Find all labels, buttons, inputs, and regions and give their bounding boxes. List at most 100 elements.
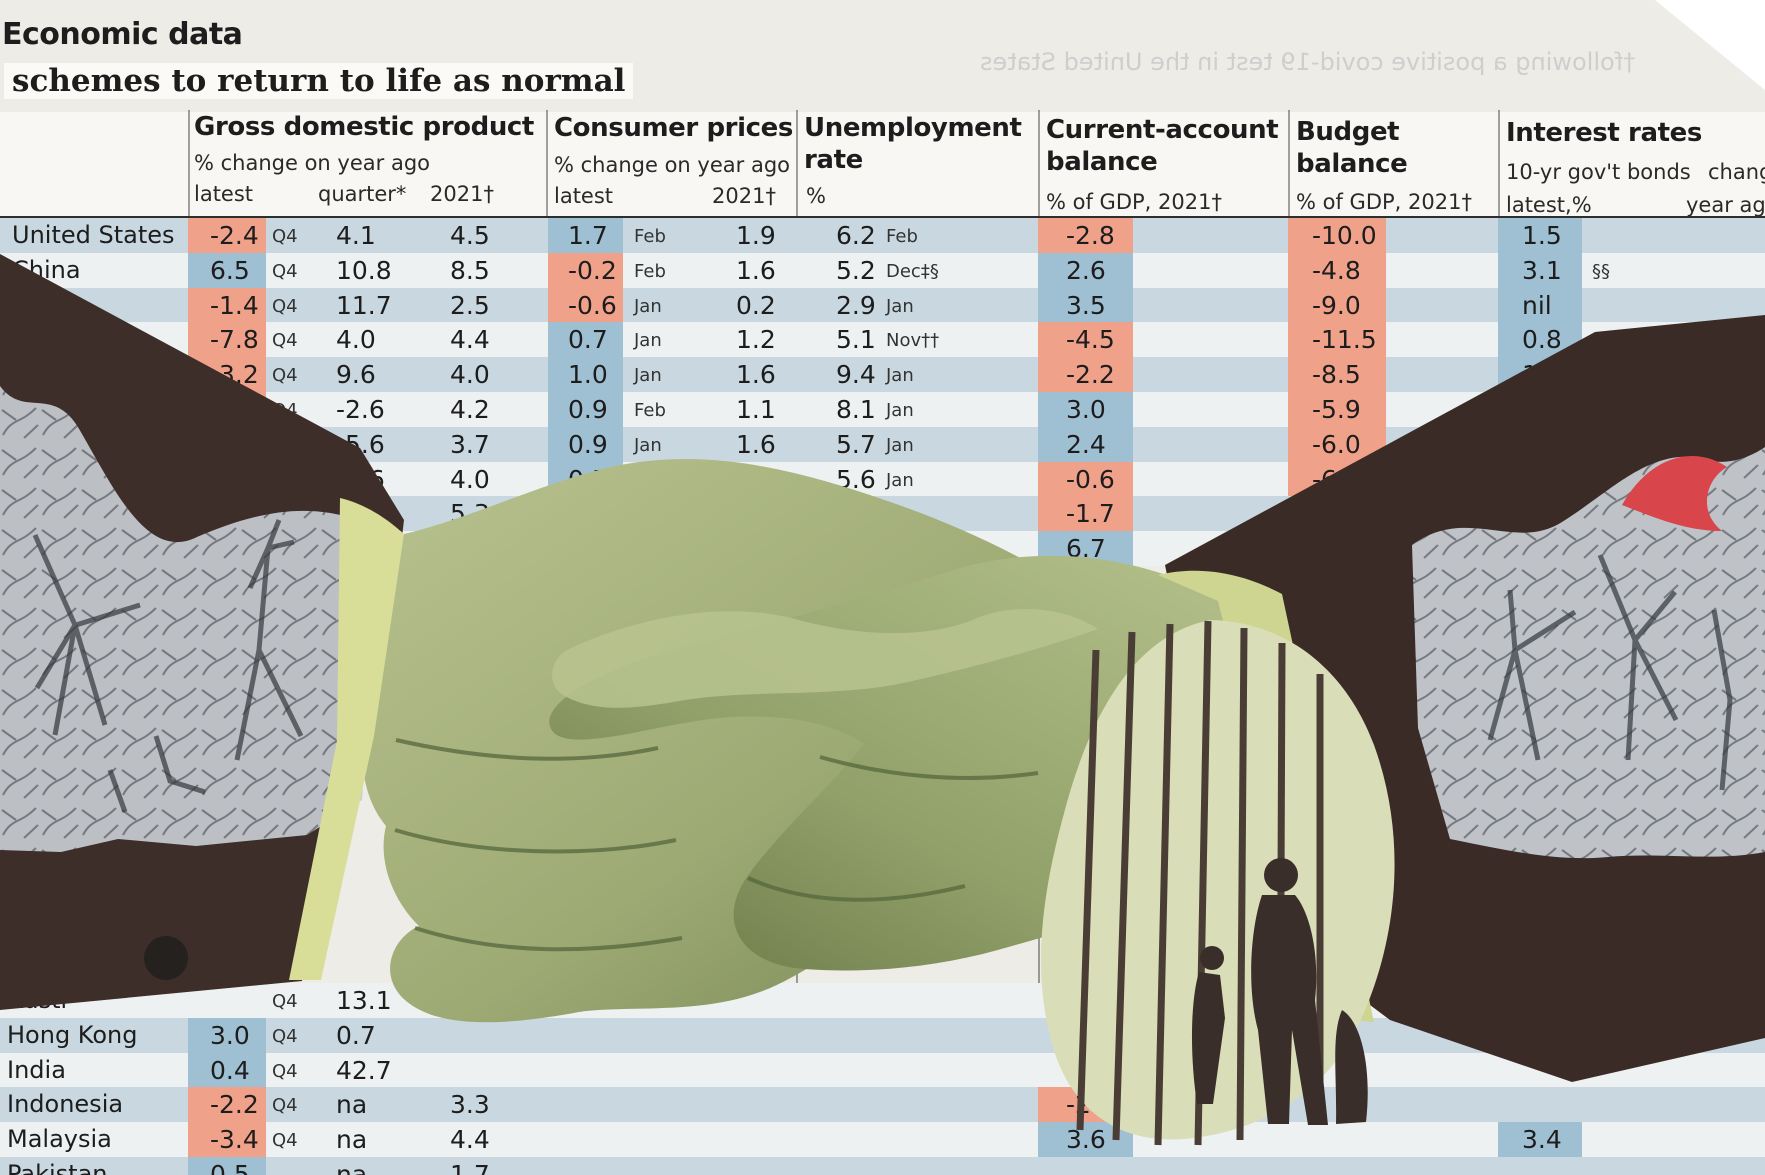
current-account-value: -2.2 bbox=[1066, 360, 1115, 390]
gdp-quarter-value: 9.6 bbox=[336, 360, 376, 390]
gdp-period-label: Q4 bbox=[272, 1060, 298, 1082]
budget-heading-balance: balance bbox=[1296, 149, 1408, 179]
gdp-quarter-value: na bbox=[336, 1125, 368, 1155]
gdp-period-label: Q4 bbox=[272, 365, 298, 387]
gdp-latest-value: 6.5 bbox=[210, 255, 250, 285]
country-name: Malaysia bbox=[7, 1125, 112, 1154]
gdp-highlight-cell bbox=[188, 287, 266, 323]
consumer-prices-latest-value: 1.7 bbox=[568, 221, 608, 250]
budget-highlight-cell bbox=[1288, 357, 1386, 393]
budget-highlight-cell bbox=[1288, 322, 1386, 358]
gdp-year-value: 4.4 bbox=[450, 325, 490, 355]
budget-highlight-cell bbox=[1288, 287, 1386, 323]
gdp-highlight-cell bbox=[188, 1122, 266, 1158]
gdp-latest-value: -2.2 bbox=[210, 1090, 259, 1120]
current-account-highlight-cell bbox=[1038, 357, 1133, 393]
consumer-prices-month-label: Jan bbox=[634, 330, 662, 352]
budget-highlight-cell bbox=[1288, 392, 1386, 427]
unemployment-value: 2.9 bbox=[836, 290, 876, 320]
consumer-prices-latest-value: -0.2 bbox=[568, 255, 617, 285]
gdp-subheading: % change on year ago bbox=[194, 151, 430, 175]
gdp-year-value: 3.7 bbox=[450, 429, 490, 459]
budget-value: -4.8 bbox=[1312, 255, 1361, 285]
interest-rate-highlight-cell bbox=[1498, 1122, 1582, 1158]
unemployment-month-label: Feb bbox=[886, 226, 918, 247]
gdp-quarter-value: 10.8 bbox=[336, 255, 392, 285]
gdp-highlight-cell bbox=[188, 1017, 266, 1053]
unemployment-value: 5.7 bbox=[836, 429, 876, 459]
consumer-prices-year-value: 1.1 bbox=[736, 395, 776, 424]
gdp-latest-value: -7.8 bbox=[210, 325, 259, 355]
gdp-quarter-value: 4.1 bbox=[336, 221, 376, 250]
consumer-prices-highlight-cell bbox=[548, 287, 623, 323]
unemployment-month-label: Jan bbox=[886, 434, 914, 456]
lower-table-row: Malaysia -3.4 Q4 na 4.4 3.6 3.4 bbox=[0, 1122, 1765, 1158]
consumer-prices-latest-value: 0.9 bbox=[568, 429, 608, 459]
consumer-prices-year-label: 2021† bbox=[712, 184, 776, 208]
current-account-heading: Current-account bbox=[1046, 115, 1279, 145]
current-account-value: 3.5 bbox=[1066, 290, 1106, 320]
interest-rates-change-label: chang bbox=[1708, 160, 1765, 184]
unemployment-value: 5.1 bbox=[836, 325, 876, 355]
interest-rate-value: 1.5 bbox=[1522, 221, 1562, 250]
gdp-year-value: 4.0 bbox=[450, 360, 490, 390]
gdp-quarter-value: -2.6 bbox=[336, 395, 385, 424]
footnote-marker: §§ bbox=[1592, 260, 1610, 282]
gdp-latest-label: latest bbox=[194, 182, 254, 206]
gdp-highlight-cell bbox=[188, 322, 266, 358]
current-account-highlight-cell bbox=[1038, 426, 1133, 462]
unemployment-month-label: Jan bbox=[886, 469, 914, 491]
current-account-subheading: % of GDP, 2021† bbox=[1046, 190, 1222, 214]
budget-value: -6.0 bbox=[1312, 429, 1361, 459]
country-name: Indonesia bbox=[7, 1090, 124, 1119]
gdp-year-value: 4.4 bbox=[450, 1125, 490, 1155]
consumer-prices-year-value: 1.9 bbox=[736, 221, 776, 250]
consumer-prices-highlight-cell bbox=[548, 357, 623, 393]
unemployment-heading: Unemployment bbox=[804, 113, 1022, 143]
current-account-highlight-cell bbox=[1038, 252, 1133, 288]
consumer-prices-month-label: Feb bbox=[634, 226, 666, 247]
current-account-value: 3.6 bbox=[1066, 1125, 1106, 1155]
interest-rate-value: 0.8 bbox=[1522, 325, 1562, 355]
consumer-prices-highlight-cell bbox=[548, 392, 623, 427]
consumer-prices-heading: Consumer prices bbox=[554, 113, 793, 143]
gdp-latest-value: -2.4 bbox=[210, 221, 259, 250]
consumer-prices-latest-value: 1.0 bbox=[568, 360, 608, 390]
table-row: -1.4 Q4 11.7 2.5 -0.6 Jan 0.2 2.9 Jan 3.5 -9.0 nil bbox=[0, 287, 1765, 323]
consumer-prices-month-label: Jan bbox=[634, 365, 662, 387]
gdp-quarter-value: na bbox=[336, 1090, 368, 1120]
current-account-value: 2.4 bbox=[1066, 429, 1106, 459]
gdp-year-value: 1.7 bbox=[450, 1160, 490, 1175]
gdp-period-label: Q4 bbox=[272, 260, 298, 282]
country-name: Hong Kong bbox=[7, 1020, 138, 1049]
table-row: United States -2.4 Q4 4.1 4.5 1.7 Feb 1.9 6.2 Feb… bbox=[0, 218, 1765, 253]
gdp-quarter-value: na bbox=[336, 1160, 368, 1175]
unemployment-value: 9.4 bbox=[836, 360, 876, 390]
interest-rate-value: 3.1 bbox=[1522, 255, 1562, 285]
left-cuff bbox=[289, 498, 404, 980]
gdp-year-value: 4.2 bbox=[450, 395, 490, 424]
country-name: Pakistan bbox=[7, 1160, 108, 1175]
current-account-highlight-cell bbox=[1038, 496, 1133, 532]
consumer-prices-latest-value: 0.7 bbox=[568, 325, 608, 355]
gdp-quarter-value: 42.7 bbox=[336, 1055, 392, 1085]
current-account-highlight-cell bbox=[1038, 461, 1133, 497]
current-account-value: -1.7 bbox=[1066, 499, 1115, 529]
gdp-latest-value: -1.4 bbox=[210, 290, 259, 320]
gdp-period-label: Q4 bbox=[272, 1130, 298, 1152]
unemployment-heading-rate: rate bbox=[804, 145, 863, 175]
consumer-prices-highlight-cell bbox=[548, 218, 623, 253]
unemployment-value: 6.2 bbox=[836, 221, 876, 250]
budget-highlight-cell bbox=[1288, 252, 1386, 288]
right-protest-scene-with-red-flag bbox=[1412, 447, 1765, 859]
gdp-period-label: Q4 bbox=[272, 1025, 298, 1047]
gdp-period-label: Q4 bbox=[272, 295, 298, 317]
left-sleeve-button bbox=[144, 936, 188, 980]
gdp-year-value: 3.3 bbox=[450, 1090, 490, 1120]
unemployment-month-label: Dec‡§ bbox=[886, 260, 939, 282]
country-name: United States bbox=[12, 221, 175, 249]
interest-rate-value: nil bbox=[1522, 290, 1552, 320]
interest-rates-heading: Interest rates bbox=[1506, 118, 1702, 148]
